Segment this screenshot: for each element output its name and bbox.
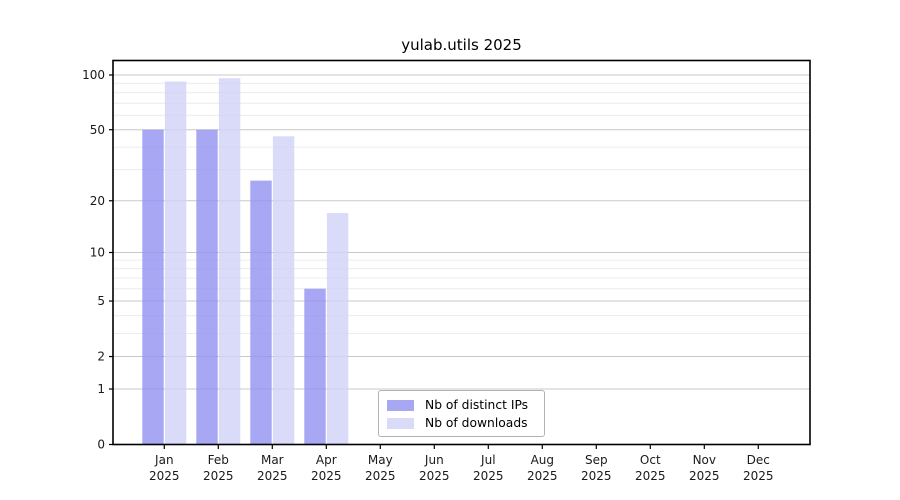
y-tick-label-20: 20 <box>90 194 105 208</box>
y-tick-label-10: 10 <box>90 246 105 260</box>
x-tick-label-apr-2025: Apr 2025 <box>311 453 342 483</box>
x-tick-label-dec-2025: Dec 2025 <box>743 453 774 483</box>
legend-entry-downloads: Nb of downloads <box>387 414 544 432</box>
x-tick-label-jun-2025: Jun 2025 <box>419 453 450 483</box>
bar-nb-of-downloads-jan-2025 <box>164 81 187 445</box>
bar-nb-of-downloads-apr-2025 <box>326 213 349 445</box>
y-tick-label-0: 0 <box>97 438 105 452</box>
bar-nb-of-distinct-ips-mar-2025 <box>250 180 272 445</box>
bar-nb-of-downloads-mar-2025 <box>272 136 295 445</box>
legend-entry-distinct-ips: Nb of distinct IPs <box>387 396 544 414</box>
x-tick-label-may-2025: May 2025 <box>365 453 396 483</box>
y-tick-label-100: 100 <box>82 68 105 82</box>
x-tick-label-aug-2025: Aug 2025 <box>527 453 558 483</box>
x-tick-label-feb-2025: Feb 2025 <box>203 453 234 483</box>
legend-swatch-downloads <box>387 417 414 429</box>
bar-nb-of-distinct-ips-jan-2025 <box>142 129 164 445</box>
chart-title: yulab.utils 2025 <box>401 36 522 54</box>
legend-label-distinct-ips: Nb of distinct IPs <box>425 398 529 412</box>
axis-frame <box>112 59 811 446</box>
x-tick-label-mar-2025: Mar 2025 <box>257 453 288 483</box>
y-tick-label-5: 5 <box>97 294 105 308</box>
legend-swatch-distinct-ips <box>387 399 414 411</box>
bar-nb-of-downloads-feb-2025 <box>218 78 241 445</box>
x-tick-label-oct-2025: Oct 2025 <box>635 453 666 483</box>
legend-box: Nb of distinct IPs Nb of downloads <box>378 390 545 437</box>
y-tick-label-2: 2 <box>97 350 105 364</box>
bar-nb-of-distinct-ips-feb-2025 <box>196 129 218 445</box>
y-tick-label-50: 50 <box>90 123 105 137</box>
x-tick-label-sep-2025: Sep 2025 <box>581 453 612 483</box>
bar-nb-of-distinct-ips-apr-2025 <box>304 288 326 445</box>
x-tick-label-jul-2025: Jul 2025 <box>473 453 504 483</box>
legend-label-downloads: Nb of downloads <box>425 416 528 430</box>
x-tick-label-jan-2025: Jan 2025 <box>149 453 180 483</box>
x-tick-label-nov-2025: Nov 2025 <box>689 453 720 483</box>
y-tick-label-1: 1 <box>97 382 105 396</box>
